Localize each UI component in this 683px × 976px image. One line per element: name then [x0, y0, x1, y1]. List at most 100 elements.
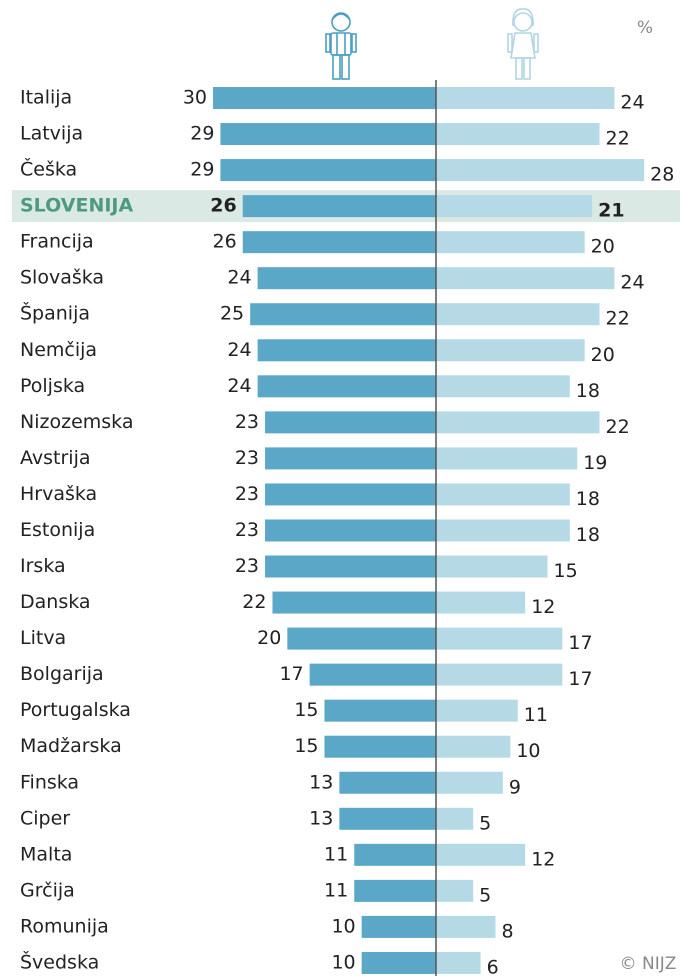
- category-label: Švedska: [20, 949, 99, 973]
- bar: [220, 123, 436, 146]
- value-label: 11: [324, 879, 348, 901]
- value-label: 23: [235, 411, 259, 433]
- bar: [213, 87, 436, 109]
- category-label: Litva: [20, 627, 66, 649]
- bar: [324, 699, 436, 722]
- boy-icon: [325, 12, 357, 80]
- value-label: 23: [235, 519, 259, 541]
- value-label: 6: [487, 956, 499, 976]
- category-label: Italija: [20, 87, 72, 109]
- bar: [265, 555, 436, 578]
- bar: [436, 447, 578, 470]
- bar: [354, 879, 436, 902]
- bar: [436, 843, 526, 866]
- value-label: 22: [606, 416, 630, 438]
- value-label: 24: [620, 92, 644, 114]
- value-label: 10: [516, 740, 540, 762]
- bar: [257, 375, 436, 398]
- bar: [436, 375, 570, 398]
- bar: [436, 555, 548, 578]
- value-label: 20: [591, 344, 615, 366]
- bar: [436, 483, 570, 506]
- value-label: 5: [479, 884, 491, 906]
- category-label: Grčija: [20, 879, 75, 901]
- credit: © NIJZ: [620, 954, 677, 974]
- value-label: 5: [479, 812, 491, 834]
- category-label: Estonija: [20, 519, 95, 541]
- value-label: 22: [606, 128, 630, 150]
- category-label: Finska: [20, 771, 79, 793]
- bar: [220, 159, 436, 182]
- category-label: SLOVENIJA: [20, 195, 133, 217]
- value-label: 20: [257, 627, 281, 649]
- category-label: Avstrija: [20, 447, 91, 469]
- value-label: 11: [324, 843, 348, 865]
- value-label: 11: [524, 704, 548, 726]
- bar: [436, 807, 474, 830]
- bar: [436, 771, 503, 794]
- value-label: 8: [501, 920, 513, 942]
- value-label: 20: [591, 236, 615, 258]
- value-label: 13: [309, 771, 333, 793]
- bar: [339, 807, 436, 830]
- bar: [436, 411, 600, 434]
- category-label: Ciper: [20, 807, 70, 829]
- value-label: 19: [583, 452, 607, 474]
- category-label: Slovaška: [20, 267, 104, 289]
- bar: [436, 195, 593, 218]
- unit-label: %: [637, 18, 653, 38]
- bar: [436, 915, 496, 938]
- value-label: 13: [309, 807, 333, 829]
- value-label: 23: [235, 447, 259, 469]
- value-label: 9: [509, 776, 521, 798]
- value-label: 22: [606, 308, 630, 330]
- value-label: 15: [294, 735, 318, 757]
- bar: [257, 339, 436, 362]
- bar: [250, 303, 436, 326]
- bar: [265, 411, 436, 434]
- value-label: 24: [227, 267, 251, 289]
- value-label: 12: [531, 848, 555, 870]
- value-label: 18: [576, 524, 600, 546]
- value-label: 17: [568, 668, 592, 690]
- category-label: Češka: [20, 157, 77, 181]
- category-label: Danska: [20, 591, 91, 613]
- bar: [436, 159, 645, 182]
- bar: [265, 447, 436, 470]
- bar: [265, 483, 436, 506]
- bar: [436, 735, 511, 758]
- bar: [436, 591, 526, 614]
- category-label: Latvija: [20, 123, 83, 145]
- value-label: 18: [576, 380, 600, 402]
- value-label: 15: [554, 560, 578, 582]
- category-label: Irska: [20, 555, 66, 577]
- category-label: Madžarska: [20, 735, 122, 757]
- bar: [436, 231, 585, 254]
- bar: [436, 879, 474, 902]
- bar: [272, 591, 436, 614]
- bar: [309, 663, 436, 686]
- value-label: 15: [294, 699, 318, 721]
- value-label: 18: [576, 488, 600, 510]
- value-label: 29: [190, 123, 214, 145]
- bar: [436, 699, 518, 722]
- bar: [265, 519, 436, 542]
- value-label: 22: [242, 591, 266, 613]
- category-label: Poljska: [20, 375, 85, 397]
- bar: [361, 951, 436, 974]
- bar: [436, 519, 570, 542]
- category-label: Hrvaška: [20, 483, 97, 505]
- value-label: 23: [235, 555, 259, 577]
- category-label: Francija: [20, 231, 94, 253]
- value-label: 28: [650, 164, 674, 186]
- value-label: 10: [331, 951, 355, 973]
- value-label: 29: [190, 159, 214, 181]
- bar: [436, 303, 600, 326]
- bar: [436, 123, 600, 146]
- bar: [436, 951, 481, 974]
- value-label: 25: [220, 303, 244, 325]
- bar: [287, 627, 436, 650]
- bar: [257, 267, 436, 290]
- value-label: 24: [227, 339, 251, 361]
- bar: [436, 339, 585, 362]
